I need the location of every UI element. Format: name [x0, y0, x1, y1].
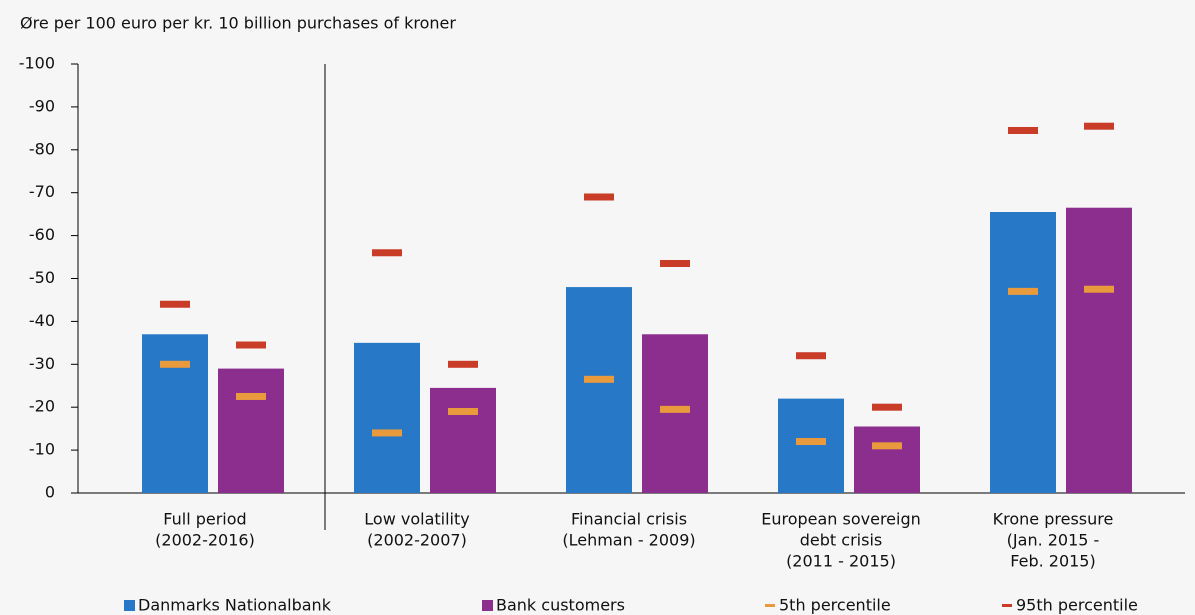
bar [1066, 207, 1132, 493]
x-tick-label: Financial crisis [571, 510, 687, 529]
x-tick-label: Krone pressure [993, 510, 1114, 529]
x-tick-label: (2002-2007) [367, 531, 467, 550]
y-tick-label: -20 [29, 397, 55, 416]
percentile-marker [660, 405, 690, 413]
legend-swatch [765, 604, 775, 607]
percentile-marker [1008, 287, 1038, 295]
legend-label: 95th percentile [1016, 596, 1138, 615]
bar [566, 287, 632, 493]
y-tick-label: -90 [29, 96, 55, 115]
percentile-marker [584, 193, 614, 201]
percentile-marker [584, 375, 614, 383]
y-tick-label: -40 [29, 311, 55, 330]
y-tick-label: -100 [19, 54, 55, 73]
legend-label: Danmarks Nationalbank [138, 596, 332, 615]
legend-label: Bank customers [496, 596, 625, 615]
percentile-marker [1084, 122, 1114, 130]
bar [778, 398, 844, 493]
percentile-marker [1008, 126, 1038, 134]
percentile-marker [796, 352, 826, 360]
bar [142, 334, 208, 493]
legend-label: 5th percentile [779, 596, 891, 615]
x-tick-label: (Jan. 2015 - [1007, 531, 1100, 550]
percentile-marker [448, 360, 478, 368]
x-tick-label: (2002-2016) [155, 531, 255, 550]
y-tick-label: -70 [29, 182, 55, 201]
x-tick-label: (2011 - 2015) [786, 552, 896, 571]
percentile-marker [372, 429, 402, 437]
percentile-marker [448, 407, 478, 415]
y-tick-label: -80 [29, 139, 55, 158]
bar [854, 426, 920, 493]
percentile-marker [872, 403, 902, 411]
y-tick-label: -50 [29, 268, 55, 287]
percentile-marker [236, 392, 266, 400]
y-tick-label: -10 [29, 440, 55, 459]
percentile-marker [660, 259, 690, 267]
bar [430, 387, 496, 493]
chart-title: Øre per 100 euro per kr. 10 billion purc… [20, 14, 456, 33]
y-tick-label: -60 [29, 225, 55, 244]
bar [642, 334, 708, 493]
bar [354, 342, 420, 493]
x-tick-label: European sovereign [761, 510, 921, 529]
x-tick-label: Full period [163, 510, 246, 529]
percentile-marker [796, 438, 826, 446]
percentile-marker [160, 300, 190, 308]
x-tick-label: debt crisis [800, 531, 882, 550]
percentile-marker [372, 249, 402, 257]
x-tick-label: Low volatility [364, 510, 469, 529]
x-tick-label: (Lehman - 2009) [562, 531, 695, 550]
legend-swatch [124, 600, 135, 611]
legend-swatch [1002, 604, 1012, 607]
x-tick-label: Feb. 2015) [1010, 552, 1095, 571]
bar [990, 212, 1056, 493]
percentile-marker [872, 442, 902, 450]
percentile-marker [160, 360, 190, 368]
y-tick-label: 0 [45, 483, 55, 502]
bar [218, 368, 284, 493]
percentile-marker [1084, 285, 1114, 293]
y-tick-label: -30 [29, 354, 55, 373]
percentile-marker [236, 341, 266, 349]
legend-swatch [482, 600, 493, 611]
